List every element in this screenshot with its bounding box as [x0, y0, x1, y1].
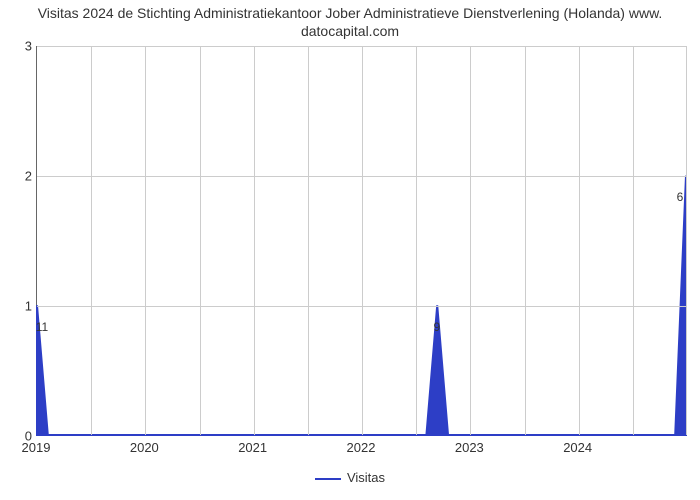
title-line-1: Visitas 2024 de Stichting Administratiek…	[38, 5, 663, 21]
data-point-label: 11	[36, 320, 48, 334]
vgridline	[145, 46, 146, 435]
vgridline	[686, 46, 687, 435]
x-tick-label: 2019	[22, 440, 51, 455]
legend-swatch	[315, 478, 341, 480]
vgridline	[308, 46, 309, 435]
vgridline	[416, 46, 417, 435]
x-tick-label: 2022	[347, 440, 376, 455]
y-tick-label: 1	[4, 299, 32, 314]
vgridline	[579, 46, 580, 435]
chart-container: Visitas 2024 de Stichting Administratiek…	[0, 0, 700, 500]
vgridline	[525, 46, 526, 435]
x-tick-label: 2020	[130, 440, 159, 455]
plot-area	[36, 46, 686, 436]
x-tick-label: 2021	[238, 440, 267, 455]
title-line-2: datocapital.com	[301, 23, 399, 39]
data-point-label: 9	[433, 320, 440, 334]
vgridline	[254, 46, 255, 435]
vgridline	[362, 46, 363, 435]
legend-label: Visitas	[347, 470, 385, 485]
legend: Visitas	[0, 470, 700, 485]
vgridline	[200, 46, 201, 435]
chart-title: Visitas 2024 de Stichting Administratiek…	[0, 4, 700, 40]
vgridline	[633, 46, 634, 435]
x-tick-label: 2023	[455, 440, 484, 455]
data-point-label: 6	[677, 190, 684, 204]
y-tick-label: 3	[4, 39, 32, 54]
y-tick-label: 2	[4, 169, 32, 184]
vgridline	[470, 46, 471, 435]
vgridline	[91, 46, 92, 435]
x-tick-label: 2024	[563, 440, 592, 455]
